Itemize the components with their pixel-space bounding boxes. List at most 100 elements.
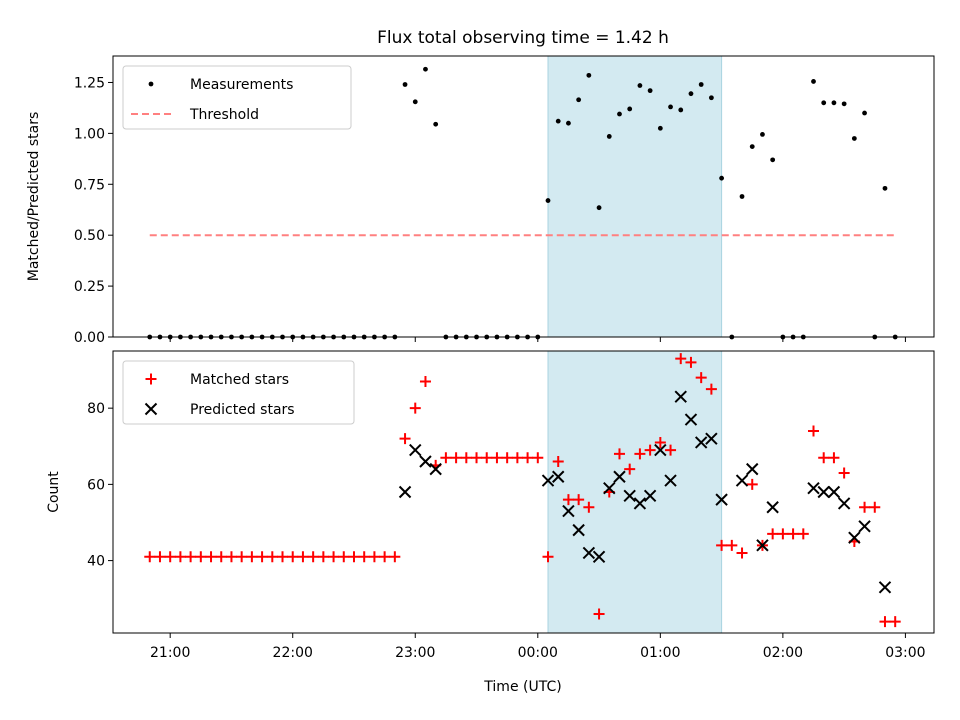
data-point [576, 97, 582, 103]
data-point [164, 551, 176, 563]
data-point [797, 528, 809, 540]
data-point [684, 413, 698, 426]
data-point [678, 107, 684, 113]
x-tick-label: 00:00 [518, 645, 558, 661]
data-point [460, 452, 472, 464]
data-point [566, 120, 571, 126]
data-point [708, 95, 714, 101]
data-point [613, 448, 625, 460]
data-point [573, 494, 585, 506]
data-point [287, 551, 299, 563]
data-point [777, 528, 789, 540]
data-point [828, 452, 840, 464]
data-point [174, 551, 186, 563]
data-point [705, 432, 718, 445]
bottom-panel: 40 60 80 21:00 22:00 23:00 00:00 01:00 02:00 03:0… [46, 350, 935, 661]
y-tick-label: 0.00 [74, 330, 105, 346]
data-point [389, 551, 401, 563]
data-point [307, 551, 319, 563]
data-point [726, 539, 738, 551]
data-point [582, 546, 596, 560]
data-point [654, 436, 666, 448]
data-point [368, 551, 380, 563]
data-point [807, 481, 820, 495]
data-point [862, 110, 867, 116]
data-point [818, 452, 830, 464]
data-point [787, 528, 799, 540]
top-panel: 0.00 0.25 0.50 0.75 1.00 1.25 Matched/Predicte… [26, 55, 935, 346]
data-point [668, 104, 673, 110]
data-point [256, 551, 268, 563]
x-tick-label: 01:00 [640, 645, 680, 661]
legend-marker [144, 402, 158, 416]
data-point [715, 493, 728, 506]
data-point [592, 550, 606, 563]
data-point [613, 470, 626, 483]
data-point [848, 531, 861, 544]
data-point [511, 452, 523, 464]
data-point [358, 551, 370, 563]
data-point [869, 501, 881, 513]
data-point [596, 205, 602, 211]
data-point [236, 551, 248, 563]
data-point [348, 551, 360, 563]
data-point [409, 443, 422, 457]
data-point [770, 157, 776, 163]
data-point [716, 539, 728, 551]
bottom-series-matched-stars [144, 353, 901, 628]
top-y-axis-label: Matched/Predicted stars [26, 112, 42, 282]
data-point [878, 581, 892, 594]
data-point [552, 470, 565, 483]
data-point [654, 443, 667, 457]
y-tick-label: 60 [87, 477, 105, 493]
legend-marker [145, 373, 157, 385]
data-point [647, 88, 653, 94]
data-point [266, 551, 278, 563]
y-tick-label: 0.50 [74, 228, 105, 244]
data-point [637, 83, 643, 88]
data-point [735, 474, 749, 487]
data-point [215, 551, 227, 563]
y-tick-label: 0.25 [74, 279, 105, 295]
data-point [705, 383, 717, 395]
data-point [838, 467, 850, 479]
data-point [606, 134, 612, 139]
data-point [688, 91, 694, 97]
data-point [695, 372, 707, 384]
data-point [644, 444, 656, 456]
data-point [827, 485, 841, 499]
data-point [419, 455, 432, 468]
x-tick-label: 03:00 [885, 645, 925, 661]
data-point [402, 82, 408, 87]
data-point [277, 551, 289, 563]
legend-box [122, 65, 352, 130]
bottom-y-axis-label: Count [46, 471, 62, 513]
data-point [623, 489, 636, 503]
data-point [471, 452, 483, 464]
data-point [379, 551, 391, 563]
data-point [583, 501, 595, 513]
legend-label: Measurements [190, 77, 293, 93]
data-point [409, 402, 421, 414]
x-tick-label: 02:00 [763, 645, 803, 661]
data-point [665, 444, 677, 456]
data-point [562, 494, 574, 506]
data-point [634, 448, 646, 460]
data-point [429, 462, 442, 476]
data-point [674, 390, 687, 403]
data-point [297, 551, 309, 563]
data-point [532, 452, 544, 464]
x-tick-label: 21:00 [150, 645, 190, 661]
data-point [766, 501, 779, 514]
data-point [627, 106, 633, 112]
data-point [555, 118, 561, 124]
legend-marker [148, 81, 154, 87]
data-point [739, 194, 745, 199]
data-point [756, 539, 769, 552]
data-point [399, 433, 411, 445]
data-point [657, 125, 663, 131]
data-point [749, 144, 755, 150]
data-point [481, 452, 493, 464]
data-point [433, 121, 439, 127]
legend-label: Threshold [189, 107, 259, 123]
